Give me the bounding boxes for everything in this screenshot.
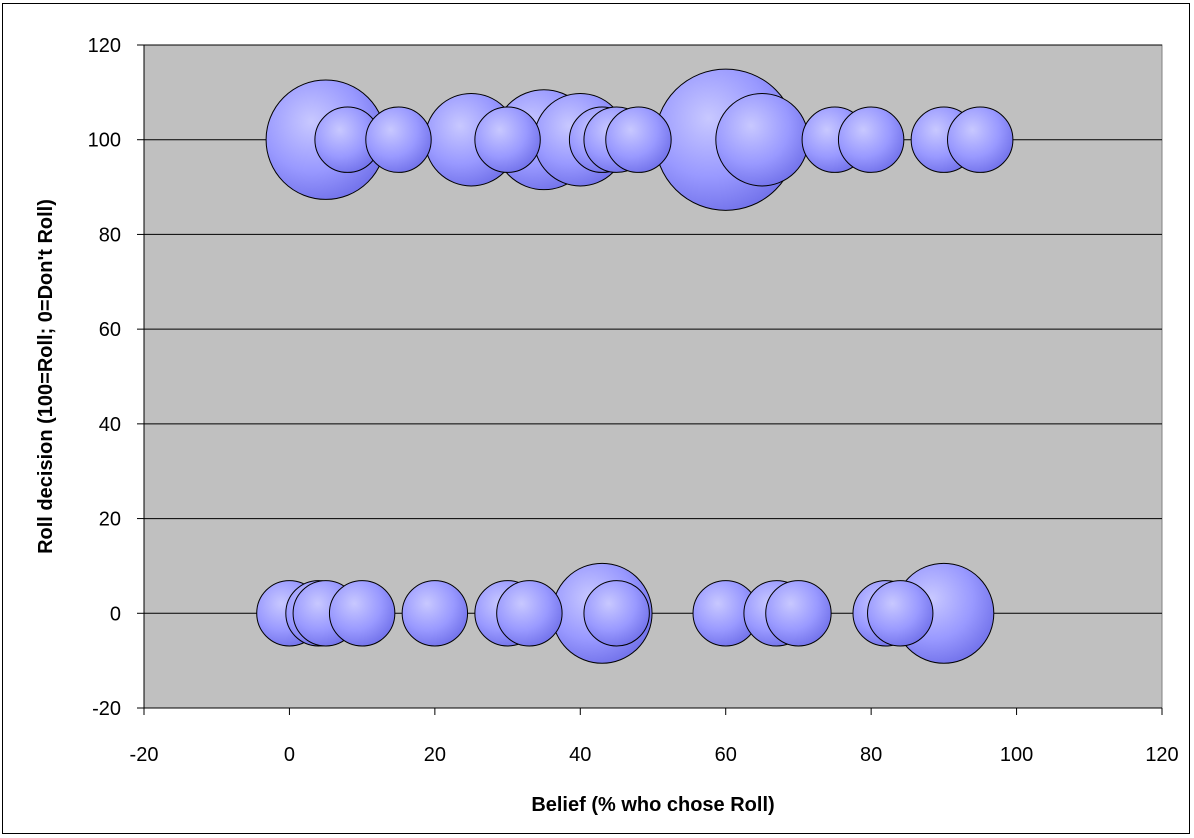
y-tick-label: 20: [99, 509, 121, 531]
y-tick-label: 0: [110, 603, 121, 625]
axes: [143, 45, 1162, 709]
y-tick-label: 60: [99, 319, 121, 341]
x-axis-ticks: -20 0 20 40 60 80 100 120: [130, 708, 1179, 766]
bubble: [715, 92, 809, 187]
x-tick-label: 0: [284, 744, 295, 766]
x-tick-label: 80: [860, 744, 882, 766]
bubble: [947, 106, 1014, 173]
bubble: [365, 106, 432, 173]
bubble: [328, 580, 396, 647]
x-tick-label: 20: [424, 744, 446, 766]
y-axis-title: Roll decision (100=Roll; 0=Don't Roll): [35, 199, 57, 554]
bubble: [765, 580, 832, 647]
bubbles: [256, 68, 1014, 664]
y-tick-label: 40: [99, 414, 121, 436]
y-tick-label: 100: [88, 130, 121, 152]
x-tick-label: 100: [1000, 744, 1033, 766]
bubble: [583, 580, 650, 647]
x-tick-label: 120: [1145, 744, 1178, 766]
x-axis-title: Belief (% who chose Roll): [531, 794, 774, 816]
y-tick-label: 80: [99, 224, 121, 246]
bubble: [401, 580, 469, 647]
bubble: [496, 580, 563, 647]
y-tick-label: 120: [88, 35, 121, 57]
x-tick-label: 40: [569, 744, 591, 766]
bubble: [837, 106, 905, 173]
y-tick-label: -20: [92, 698, 121, 720]
bubble: [867, 580, 934, 647]
x-tick-label: 60: [715, 744, 737, 766]
y-axis-ticks: -20 0 20 40 60 80 100 120: [88, 35, 144, 720]
bubble: [605, 106, 672, 173]
x-tick-label: -20: [130, 744, 159, 766]
bubble: [474, 106, 541, 173]
